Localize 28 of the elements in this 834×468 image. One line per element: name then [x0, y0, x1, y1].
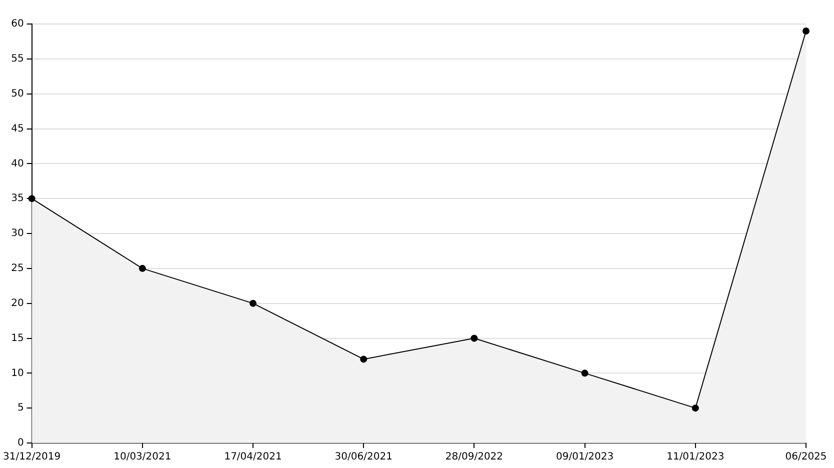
y-tick-label: 50 — [11, 88, 24, 100]
y-tick-label: 60 — [11, 18, 24, 30]
point — [802, 27, 810, 34]
y-tick-label: 40 — [11, 158, 24, 170]
y-tick-label: 0 — [17, 438, 24, 449]
point — [360, 356, 368, 363]
y-tick-label: 55 — [11, 54, 24, 65]
x-tick-label: 17/04/2021 — [224, 452, 282, 463]
point — [138, 264, 146, 272]
x-tick-label: 06/2025 — [785, 452, 827, 463]
x-tick-label: 31/12/2019 — [3, 452, 61, 463]
x-tick-label: 09/01/2023 — [556, 452, 614, 463]
y-tick-label: 35 — [11, 193, 24, 204]
point — [581, 370, 588, 377]
y-tick-label: 15 — [11, 332, 24, 344]
y-tick-label: 30 — [11, 228, 24, 240]
point — [470, 334, 478, 342]
x-tick-label: 28/09/2022 — [445, 452, 504, 463]
point — [692, 404, 699, 412]
y-tick-label: 25 — [11, 263, 24, 274]
x-tick-label: 10/03/2021 — [114, 452, 172, 463]
y-tick-label: 10 — [11, 368, 24, 379]
x-tick-label: 11/01/2023 — [666, 452, 724, 463]
y-tick-label: 20 — [11, 298, 24, 309]
y-tick-label: 5 — [17, 402, 24, 414]
point — [250, 300, 257, 307]
y-tick-label: 45 — [11, 123, 24, 134]
x-tick-label: 30/06/2021 — [334, 452, 392, 463]
